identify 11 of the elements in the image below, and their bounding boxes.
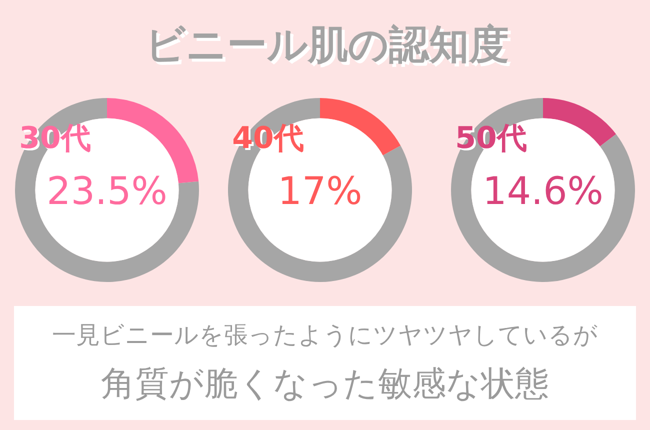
text: 17%: [278, 169, 362, 213]
text: 14.6%: [482, 169, 604, 213]
donut-slice: [320, 98, 401, 156]
text: ビニール肌の認知度: [148, 25, 512, 71]
text: 23.5%: [46, 169, 168, 213]
text: 一見ビニールを張ったようにツヤツヤしているが: [52, 321, 598, 349]
text: 角質が脆くなった敏感な状態: [101, 364, 549, 404]
donut-slice: [451, 98, 635, 282]
donut-slice: [15, 98, 199, 282]
donut-slice: [228, 98, 412, 282]
donut-slice: [543, 98, 616, 146]
